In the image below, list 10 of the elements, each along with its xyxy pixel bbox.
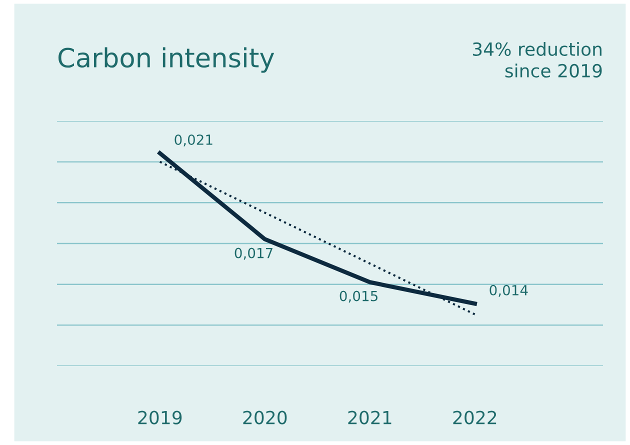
data-label: 0,021 bbox=[174, 134, 212, 146]
text: 34% reduction since 2019 bbox=[472, 42, 602, 78]
x-tick-label: 2019 bbox=[138, 410, 182, 424]
x-tick-label: 2021 bbox=[348, 410, 392, 424]
data-label: 0,014 bbox=[490, 284, 528, 297]
chart-title: Carbon intensity bbox=[58, 47, 274, 73]
data-label: 0,015 bbox=[340, 290, 378, 303]
x-tick-label: 2020 bbox=[243, 410, 287, 424]
data-label: 0,017 bbox=[234, 248, 272, 260]
x-tick-label: 2022 bbox=[453, 410, 496, 424]
